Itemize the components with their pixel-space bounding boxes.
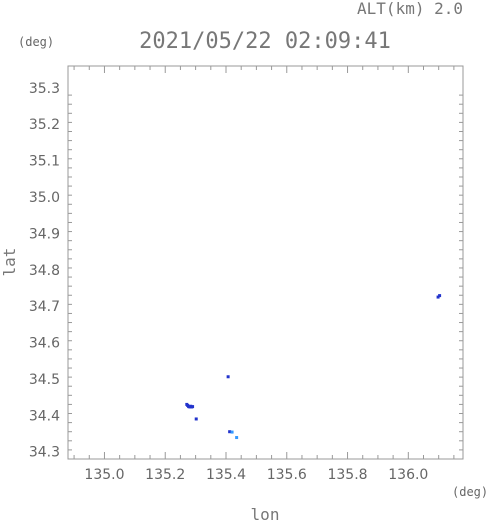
x-axis-unit: (deg): [452, 485, 488, 499]
data-point: [436, 295, 440, 299]
y-tick-label: 34.5: [29, 372, 60, 388]
y-axis-label: lat: [0, 248, 19, 277]
data-point: [194, 417, 198, 421]
y-tick-label: 34.8: [29, 263, 60, 279]
data-point: [230, 430, 234, 434]
axis-tick-labels: 135.0 135.2 135.4 135.6 135.8 136.0 34.3 34.4 34…: [29, 81, 429, 483]
data-point: [228, 430, 232, 434]
y-tick-label: 34.6: [29, 336, 60, 352]
axis-ticks: [68, 66, 463, 460]
x-tick-label: 136.0: [388, 467, 428, 483]
y-axis-unit: (deg): [18, 35, 54, 49]
data-points: [185, 294, 442, 440]
data-point: [438, 294, 442, 298]
x-tick-label: 135.2: [145, 467, 185, 483]
y-tick-label: 34.7: [29, 299, 60, 315]
x-tick-label: 135.6: [267, 467, 307, 483]
plot-frame: [67, 65, 464, 460]
y-tick-label: 35.3: [29, 81, 60, 97]
y-tick-label: 35.0: [29, 190, 60, 206]
data-point: [235, 436, 239, 440]
x-tick-label: 135.4: [206, 467, 246, 483]
y-tick-label: 34.9: [29, 226, 60, 242]
chart-title: 2021/05/22 02:09:41: [139, 29, 391, 54]
data-point: [191, 405, 195, 409]
x-tick-label: 135.8: [327, 467, 367, 483]
altitude-label: ALT(km) 2.0: [357, 0, 463, 18]
x-axis-label: lon: [251, 505, 280, 521]
x-tick-label: 135.0: [84, 467, 124, 483]
y-tick-label: 35.2: [29, 117, 60, 133]
y-tick-label: 34.3: [29, 445, 60, 461]
y-tick-label: 34.4: [29, 408, 60, 424]
y-tick-label: 35.1: [29, 154, 60, 170]
data-point: [226, 375, 230, 379]
